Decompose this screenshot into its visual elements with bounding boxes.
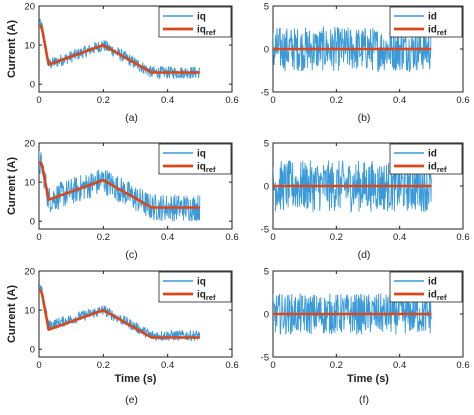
legend: id idref bbox=[389, 143, 463, 175]
panel-label: (b) bbox=[358, 112, 371, 124]
legend-label: iq bbox=[197, 149, 206, 160]
x-axis-label: Time (s) bbox=[347, 373, 389, 385]
panel-label: (e) bbox=[125, 394, 138, 406]
y-axis-label: Current (A) bbox=[6, 285, 18, 343]
y-tick-label: 20 bbox=[24, 139, 35, 150]
y-tick-label: 5 bbox=[264, 267, 269, 278]
y-tick-label: -5 bbox=[261, 225, 269, 236]
panel-5: 0 0.2 0.4 0.6 0 10 20 iq iqref Current (A) Time (s… bbox=[6, 267, 239, 407]
x-tick-label: 0.2 bbox=[97, 95, 110, 106]
y-tick-label: -5 bbox=[261, 353, 269, 364]
legend: id idref bbox=[389, 271, 463, 303]
legend: iq iqref bbox=[158, 143, 232, 175]
series-line-2 bbox=[39, 289, 200, 339]
x-tick-label: 0.2 bbox=[330, 232, 343, 243]
y-tick-label: 0 bbox=[30, 345, 35, 356]
x-tick-label: 0.4 bbox=[161, 95, 174, 106]
series-line-2 bbox=[39, 161, 200, 209]
legend: iq iqref bbox=[158, 271, 232, 303]
y-tick-label: 10 bbox=[24, 41, 35, 52]
x-tick-label: 0 bbox=[270, 232, 275, 243]
x-tick-label: 0.6 bbox=[225, 95, 238, 106]
legend-label: iqref bbox=[197, 290, 216, 303]
legend-label: idref bbox=[428, 162, 447, 175]
y-axis-label: Current (A) bbox=[6, 20, 18, 78]
data-area bbox=[39, 18, 201, 80]
legend-label: iqref bbox=[197, 162, 216, 175]
panel-label: (f) bbox=[359, 394, 369, 406]
y-tick-label: 0 bbox=[264, 310, 269, 321]
x-tick-label: 0.4 bbox=[393, 95, 406, 106]
y-tick-label: 10 bbox=[24, 178, 35, 189]
x-tick-label: 0.4 bbox=[161, 360, 174, 371]
series-line-2 bbox=[39, 24, 200, 74]
panel-1: 0 0.2 0.4 0.6 0 10 20 iq iqref Current (A) (a) bbox=[6, 2, 239, 125]
y-axis-label: Current (A) bbox=[6, 157, 18, 215]
x-tick-label: 0.4 bbox=[393, 360, 406, 371]
y-tick-label: 0 bbox=[30, 217, 35, 228]
x-tick-label: 0.6 bbox=[456, 360, 469, 371]
x-tick-label: 0 bbox=[270, 95, 275, 106]
data-area bbox=[273, 26, 432, 73]
y-tick-label: 5 bbox=[264, 2, 269, 13]
legend-box bbox=[389, 271, 463, 303]
x-tick-label: 0.6 bbox=[456, 95, 469, 106]
legend-box bbox=[158, 6, 232, 38]
x-tick-label: 0.4 bbox=[393, 232, 406, 243]
legend: iq iqref bbox=[158, 6, 232, 38]
legend-label: id bbox=[428, 149, 437, 160]
x-tick-label: 0 bbox=[270, 360, 275, 371]
legend-label: iq bbox=[197, 277, 206, 288]
x-tick-label: 0.6 bbox=[456, 232, 469, 243]
x-tick-label: 0.2 bbox=[97, 232, 110, 243]
data-area bbox=[273, 293, 432, 335]
legend-label: id bbox=[428, 277, 437, 288]
legend-box bbox=[158, 143, 232, 175]
legend-label: idref bbox=[428, 290, 447, 303]
x-tick-label: 0.2 bbox=[330, 95, 343, 106]
x-tick-label: 0.4 bbox=[161, 232, 174, 243]
y-tick-label: 0 bbox=[30, 80, 35, 91]
panel-label: (d) bbox=[358, 249, 371, 261]
x-tick-label: 0 bbox=[36, 95, 41, 106]
data-area bbox=[39, 284, 201, 342]
panel-label: (a) bbox=[125, 112, 138, 124]
x-tick-label: 0.2 bbox=[330, 360, 343, 371]
x-tick-label: 0.6 bbox=[225, 360, 238, 371]
legend-label: id bbox=[428, 12, 437, 23]
y-tick-label: -5 bbox=[261, 88, 269, 99]
panel-label: (c) bbox=[125, 249, 137, 261]
y-tick-label: 10 bbox=[24, 306, 35, 317]
y-tick-label: 0 bbox=[264, 182, 269, 193]
x-axis-label: Time (s) bbox=[115, 373, 157, 385]
y-tick-label: 5 bbox=[264, 139, 269, 150]
x-tick-label: 0 bbox=[36, 232, 41, 243]
x-tick-label: 0 bbox=[36, 360, 41, 371]
panel-3: 0 0.2 0.4 0.6 0 10 20 iq iqref Current (A) (c) bbox=[6, 139, 239, 262]
legend-box bbox=[389, 143, 463, 175]
legend-box bbox=[158, 271, 232, 303]
legend-label: idref bbox=[428, 25, 447, 38]
y-tick-label: 20 bbox=[24, 267, 35, 278]
series-line-1 bbox=[273, 26, 432, 73]
legend-label: iq bbox=[197, 12, 206, 23]
x-tick-label: 0.2 bbox=[97, 360, 110, 371]
y-tick-label: 20 bbox=[24, 2, 35, 13]
legend: id idref bbox=[389, 6, 463, 38]
x-tick-label: 0.6 bbox=[225, 232, 238, 243]
legend-box bbox=[389, 6, 463, 38]
y-tick-label: 0 bbox=[264, 45, 269, 56]
data-area bbox=[39, 150, 201, 222]
legend-label: iqref bbox=[197, 25, 216, 38]
